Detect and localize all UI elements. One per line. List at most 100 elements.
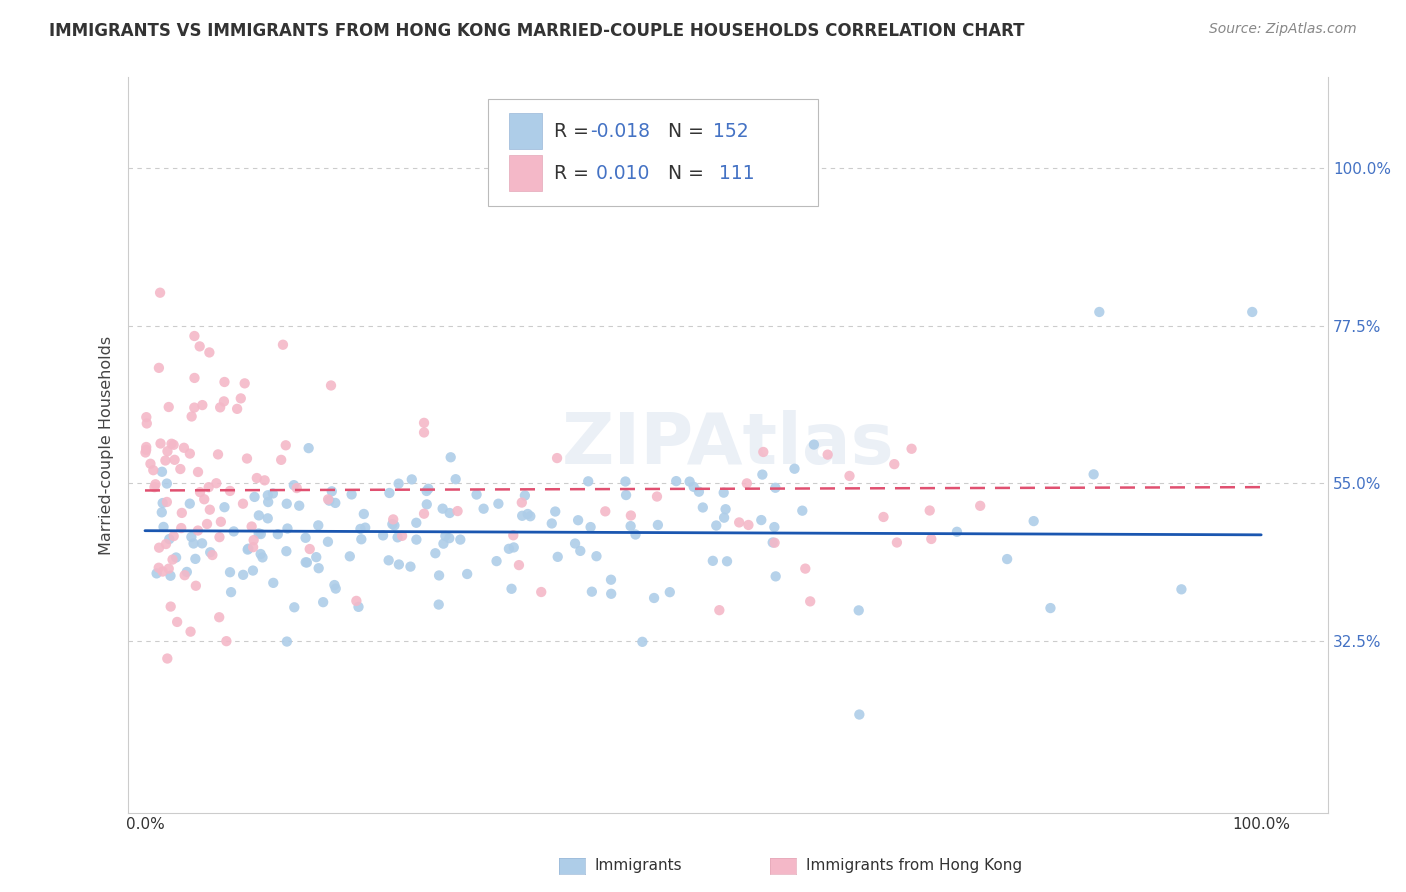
Point xyxy=(152,520,174,534)
Point xyxy=(502,541,524,555)
Point xyxy=(323,578,346,592)
Point xyxy=(620,519,643,533)
Point xyxy=(262,575,284,590)
Point xyxy=(485,554,508,568)
Point xyxy=(247,526,270,541)
Point xyxy=(134,445,156,459)
Point xyxy=(150,505,173,519)
Point xyxy=(148,360,170,375)
Point xyxy=(848,707,870,722)
Point xyxy=(872,510,894,524)
Point xyxy=(157,400,180,414)
Point xyxy=(510,495,533,509)
Point xyxy=(200,545,222,559)
Point xyxy=(737,518,759,533)
Point xyxy=(198,502,221,516)
Point xyxy=(446,504,468,518)
Point xyxy=(519,509,541,524)
Point xyxy=(728,516,751,530)
Text: Immigrants from Hong Kong: Immigrants from Hong Kong xyxy=(806,858,1022,872)
Point xyxy=(444,472,467,486)
Point xyxy=(191,398,214,412)
Point xyxy=(391,529,413,543)
Point xyxy=(713,510,735,524)
Point xyxy=(1170,582,1192,597)
Point xyxy=(614,488,637,502)
Point xyxy=(142,463,165,477)
Point xyxy=(253,474,276,488)
Point xyxy=(191,536,214,550)
Point xyxy=(501,582,523,596)
Point xyxy=(187,524,209,538)
Point xyxy=(645,490,668,504)
Point xyxy=(183,401,205,415)
Point xyxy=(276,497,298,511)
Point xyxy=(579,520,602,534)
Point xyxy=(486,497,509,511)
Point xyxy=(149,285,172,300)
Point xyxy=(307,518,329,533)
Point xyxy=(156,444,179,458)
Point xyxy=(236,451,259,466)
Point xyxy=(803,437,825,451)
Point xyxy=(294,555,316,569)
Point xyxy=(692,500,714,515)
Point xyxy=(413,425,436,440)
Point xyxy=(585,549,607,564)
Point xyxy=(150,465,173,479)
Point xyxy=(425,546,447,560)
Point xyxy=(276,634,298,648)
Point xyxy=(547,549,569,564)
FancyBboxPatch shape xyxy=(509,113,543,149)
Point xyxy=(1241,305,1264,319)
Point xyxy=(749,513,772,527)
Point xyxy=(415,483,437,498)
Point xyxy=(900,442,922,456)
Point xyxy=(620,508,643,523)
Point xyxy=(405,516,427,530)
Point xyxy=(298,542,321,557)
Point xyxy=(219,483,242,498)
Point xyxy=(516,507,538,521)
Text: ZIPAtlas: ZIPAtlas xyxy=(562,410,894,480)
Point xyxy=(377,553,399,567)
Point xyxy=(242,564,264,578)
Point xyxy=(209,401,232,415)
Point xyxy=(298,441,321,455)
Point xyxy=(792,504,814,518)
Point xyxy=(1022,514,1045,528)
Point xyxy=(270,453,292,467)
Point xyxy=(135,410,157,425)
Point xyxy=(180,624,202,639)
Point xyxy=(838,469,860,483)
Point xyxy=(349,522,371,536)
Point xyxy=(765,569,787,583)
Point xyxy=(214,375,236,389)
Point xyxy=(195,516,218,531)
Point xyxy=(439,531,461,545)
Point xyxy=(378,486,401,500)
Point xyxy=(384,518,406,533)
Point xyxy=(702,554,724,568)
Point xyxy=(256,511,278,525)
Point xyxy=(145,566,167,581)
Point xyxy=(354,521,377,535)
Point xyxy=(318,493,340,508)
Point xyxy=(713,485,735,500)
Point xyxy=(576,475,599,489)
Point xyxy=(312,595,335,609)
Point xyxy=(946,524,969,539)
Point xyxy=(763,481,786,495)
Text: 0.010: 0.010 xyxy=(591,163,650,183)
Point xyxy=(152,565,174,579)
Point xyxy=(418,482,440,496)
Point xyxy=(600,587,623,601)
Point xyxy=(762,535,785,549)
Point xyxy=(382,512,405,526)
Point xyxy=(139,457,162,471)
Point xyxy=(817,448,839,462)
Point xyxy=(238,541,260,556)
Point xyxy=(243,490,266,504)
Point xyxy=(339,549,361,564)
Point xyxy=(995,552,1018,566)
